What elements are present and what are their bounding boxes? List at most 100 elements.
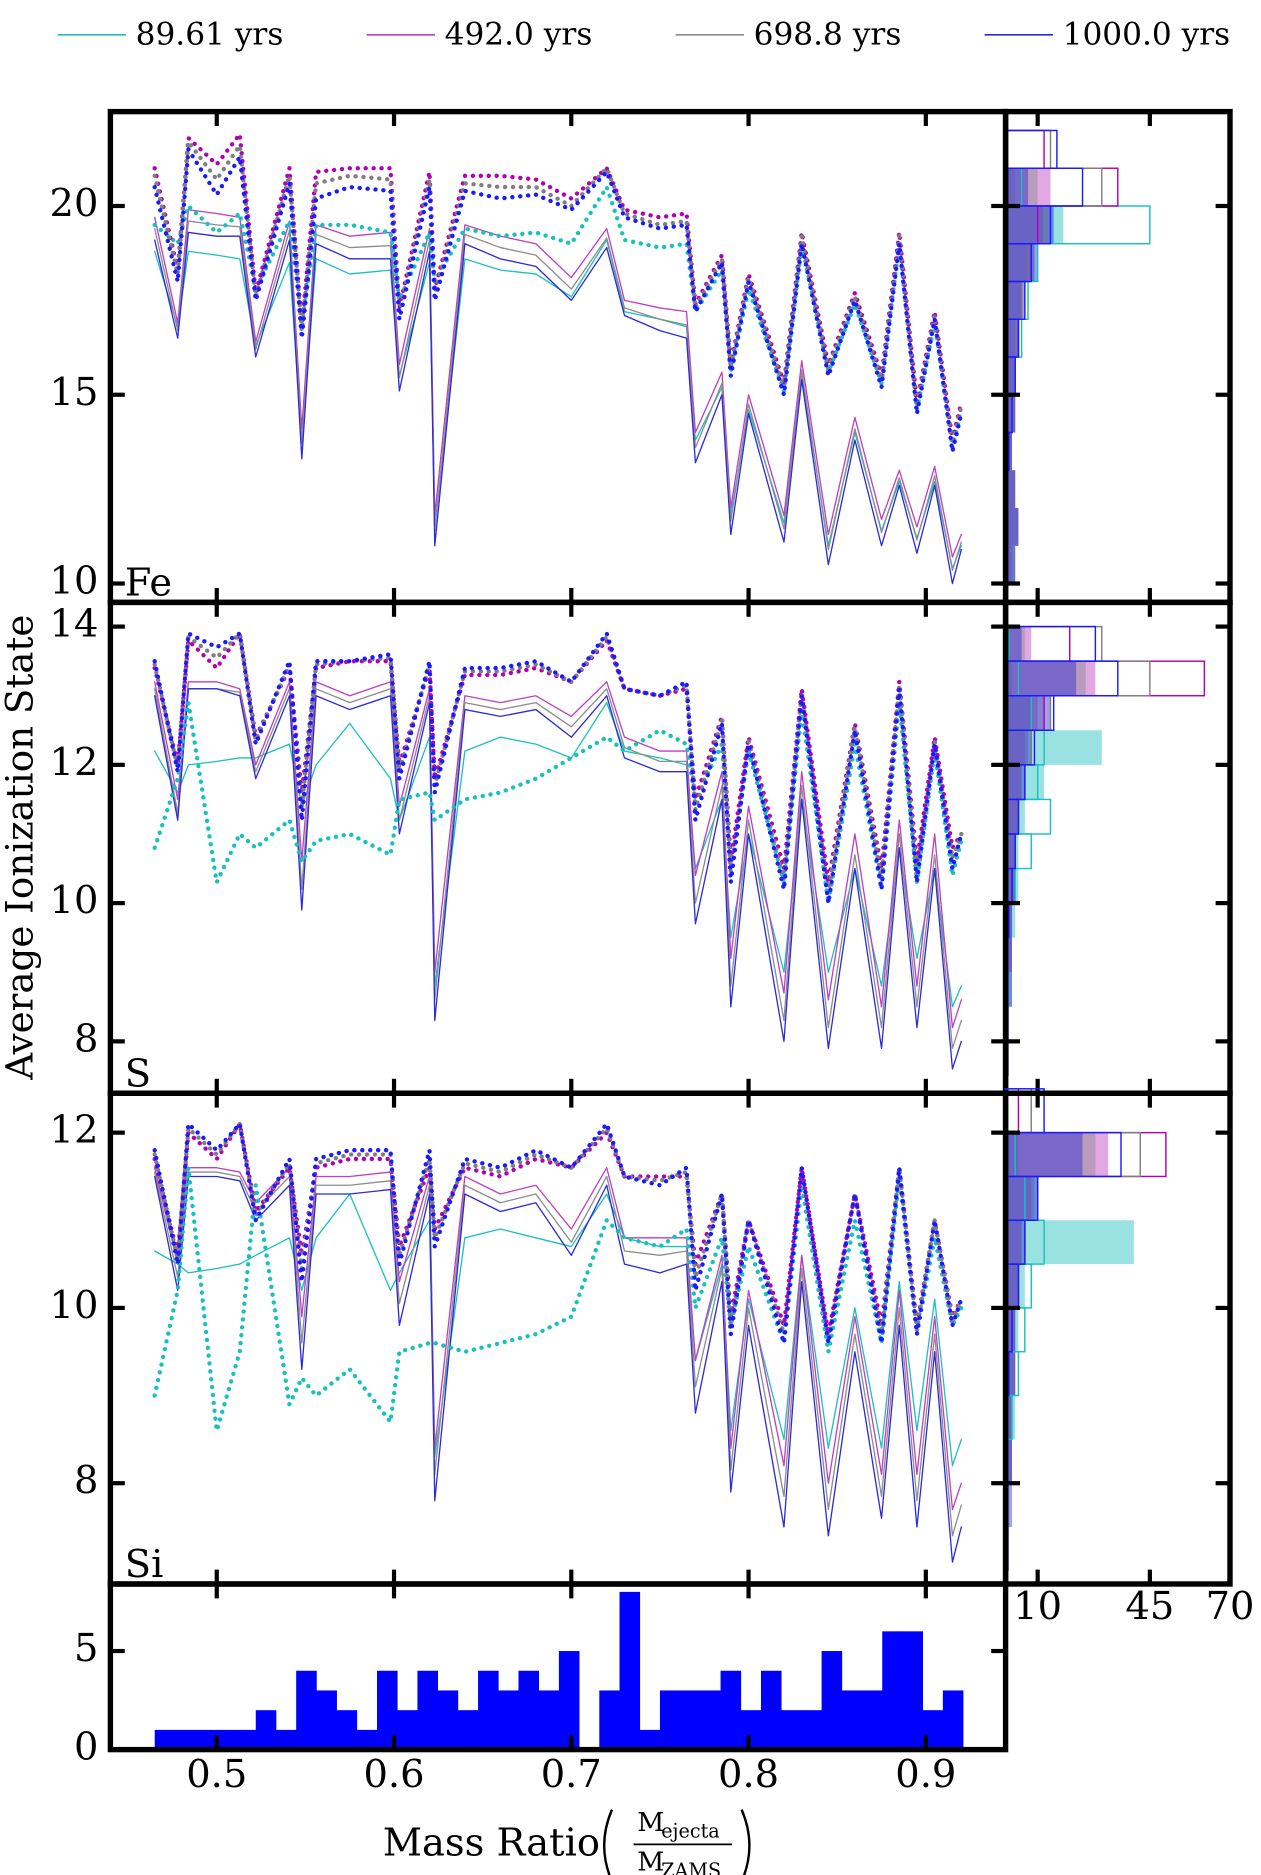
count-bar bbox=[558, 1651, 580, 1750]
side-hist-bar bbox=[1005, 868, 1016, 904]
count-bar bbox=[154, 1729, 176, 1750]
side-hist-bar bbox=[1005, 508, 1019, 546]
y-tick-label: 8 bbox=[74, 1458, 98, 1503]
side-hist-bar bbox=[1005, 626, 1032, 662]
y-axis-label: Average Ionization State bbox=[0, 615, 41, 1081]
side-hist-bar bbox=[1005, 695, 1038, 731]
side-hist-bar bbox=[1005, 972, 1013, 1007]
side-hist-bar bbox=[1005, 937, 1013, 973]
side-hist-bar bbox=[1005, 394, 1016, 433]
dotted-line bbox=[152, 147, 964, 454]
solid-line bbox=[154, 681, 962, 1029]
side-hist-bar bbox=[1005, 868, 1016, 904]
side-hist-bar bbox=[1005, 799, 1019, 834]
solid-line bbox=[154, 220, 962, 572]
count-bar bbox=[417, 1670, 438, 1750]
count-bar bbox=[659, 1690, 681, 1750]
count-bar bbox=[760, 1670, 782, 1750]
dotted-line bbox=[152, 139, 964, 447]
count-bar bbox=[174, 1729, 196, 1750]
side-hist-bar bbox=[1005, 937, 1013, 973]
side-hist-bar bbox=[1005, 626, 1025, 662]
side-hist-bar bbox=[1005, 799, 1019, 834]
side-hist-bar bbox=[1005, 394, 1016, 433]
side-hist-bar bbox=[1005, 661, 1077, 696]
side-hist-bar bbox=[1005, 168, 1051, 206]
side-hist-bar bbox=[1005, 243, 1032, 282]
panel-label: S bbox=[125, 1051, 151, 1096]
count-bar bbox=[942, 1690, 964, 1750]
side-hist-bar bbox=[1005, 1264, 1019, 1308]
side-hist-bar bbox=[1005, 281, 1022, 320]
y-tick-label: 12 bbox=[50, 1108, 99, 1153]
side-hist-bar bbox=[1005, 319, 1019, 357]
count-bar bbox=[619, 1591, 641, 1750]
fraction-numerator: M bbox=[637, 1807, 664, 1838]
side-hist-bar bbox=[1005, 545, 1013, 584]
side-hist-bar bbox=[1005, 1351, 1016, 1396]
side-hist-bar bbox=[1005, 937, 1013, 973]
solid-line bbox=[154, 239, 962, 570]
dotted-line bbox=[152, 184, 964, 450]
x-tick-label: 0.9 bbox=[895, 1752, 956, 1797]
side-hist-bar bbox=[1005, 357, 1016, 395]
count-bar bbox=[841, 1690, 863, 1750]
y-tick-label: 10 bbox=[50, 1283, 99, 1328]
count-bar bbox=[680, 1690, 701, 1750]
side-hist-bar bbox=[1005, 243, 1038, 282]
count-bar bbox=[356, 1729, 378, 1750]
side-hist-bar bbox=[1005, 1132, 1083, 1177]
panel-lines bbox=[152, 1121, 964, 1563]
side-hist-bar bbox=[1005, 764, 1022, 800]
count-bar bbox=[275, 1729, 297, 1750]
side-hist-bar bbox=[1005, 1264, 1025, 1308]
count-bar bbox=[255, 1710, 277, 1750]
side-hist-bar bbox=[1005, 1220, 1022, 1265]
side-hist-bar bbox=[1005, 730, 1032, 765]
dotted-line bbox=[152, 1121, 964, 1346]
side-x-tick-label: 10 bbox=[1013, 1584, 1062, 1629]
side-hist-bar bbox=[1005, 972, 1013, 1007]
side-hist-bar bbox=[1005, 833, 1016, 869]
side-hist-bar bbox=[1005, 1220, 1022, 1265]
side-hist-bar bbox=[1005, 799, 1019, 834]
y-tick-label: 5 bbox=[74, 1626, 98, 1671]
side-hist-bar bbox=[1005, 1439, 1013, 1484]
x-axis-label: Mass Ratio bbox=[383, 1821, 600, 1866]
side-hist-bar bbox=[1005, 730, 1029, 765]
side-hist-bar bbox=[1005, 903, 1016, 938]
side-hist-bar bbox=[1005, 937, 1013, 973]
solid-line bbox=[154, 1171, 962, 1537]
count-bar bbox=[316, 1690, 337, 1750]
y-tick-label: 14 bbox=[50, 602, 99, 647]
solid-line bbox=[154, 701, 962, 1008]
side-hist-bar bbox=[1004, 129, 1058, 169]
count-bar bbox=[740, 1710, 762, 1750]
side-hist-bar bbox=[1005, 1439, 1013, 1484]
hist-frame bbox=[107, 1581, 1009, 1753]
count-bar bbox=[639, 1729, 661, 1750]
legend-label: 89.61 yrs bbox=[136, 17, 284, 53]
side-hist-bar bbox=[1005, 1395, 1013, 1440]
side-hist-bar bbox=[1005, 281, 1022, 320]
count-bar bbox=[377, 1670, 398, 1750]
x-tick-label: 0.7 bbox=[541, 1752, 602, 1797]
side-hist-bar bbox=[1005, 470, 1016, 509]
count-bar bbox=[478, 1670, 499, 1750]
side-hist-bar bbox=[1004, 129, 1045, 169]
dotted-line bbox=[152, 631, 964, 895]
fraction-denominator: M bbox=[637, 1847, 664, 1875]
side-hist-bar bbox=[1005, 545, 1016, 584]
side-hist-bar bbox=[1005, 243, 1035, 282]
count-bar bbox=[215, 1729, 236, 1750]
panel-lines bbox=[152, 132, 964, 585]
side-hist-bar bbox=[1005, 319, 1016, 357]
panel-label: Si bbox=[125, 1542, 164, 1587]
side-hist-bar bbox=[1005, 470, 1016, 509]
count-bar bbox=[538, 1690, 560, 1750]
dotted-line bbox=[152, 1121, 964, 1341]
side-hist-bar bbox=[1005, 168, 1016, 206]
solid-line bbox=[154, 1175, 962, 1563]
solid-line bbox=[154, 1167, 962, 1511]
paren-right bbox=[740, 1809, 751, 1875]
